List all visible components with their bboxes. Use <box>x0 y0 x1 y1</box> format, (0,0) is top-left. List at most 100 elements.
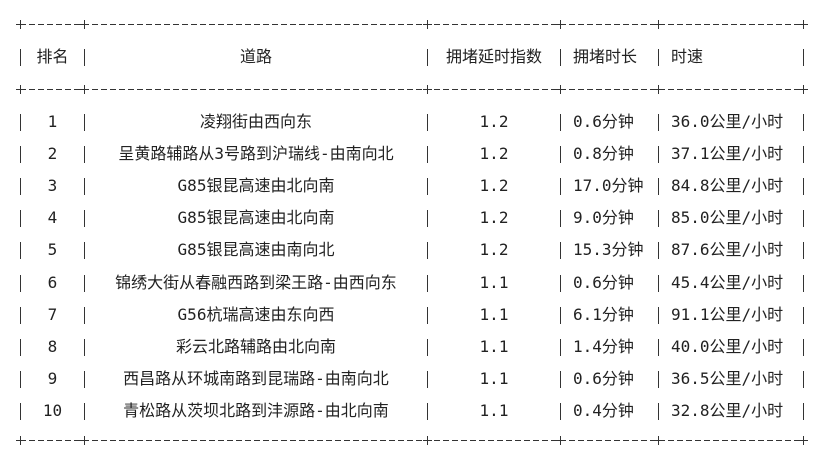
table-cell: G56杭瑞高速由东向西 <box>177 304 335 324</box>
column-separator <box>20 210 21 228</box>
table-cell: G85银昆高速由北向南 <box>177 176 335 196</box>
border-corner <box>799 436 808 445</box>
table-cell: 0.6分钟 <box>573 112 634 131</box>
column-separator <box>84 114 85 131</box>
table-cell: 0.6分钟 <box>573 272 634 292</box>
table-cell: 0.8分钟 <box>573 144 634 164</box>
column-separator <box>427 242 428 260</box>
column-separator <box>427 178 428 196</box>
table-cell: 5 <box>47 240 58 260</box>
table-cell: 青松路从茨坝北路到沣源路-由北向南 <box>123 400 389 420</box>
column-separator <box>803 210 804 228</box>
column-separator <box>658 114 659 131</box>
column-separator <box>803 178 804 196</box>
table-cell: 0.6分钟 <box>573 368 634 388</box>
table-cell: 1.2 <box>479 144 509 164</box>
column-separator <box>20 338 21 356</box>
column-separator <box>20 274 21 292</box>
table-cell: 1.2 <box>479 176 509 196</box>
table-cell: 0.4分钟 <box>573 400 634 420</box>
table-cell: 87.6公里/小时 <box>671 240 784 260</box>
border-corner <box>16 20 25 29</box>
border-corner <box>556 20 565 29</box>
column-separator <box>803 338 804 356</box>
column-separator <box>658 242 659 260</box>
table-cell: 1.1 <box>479 272 509 292</box>
column-separator <box>84 370 85 388</box>
table-cell: 1.1 <box>479 368 509 388</box>
column-separator <box>560 402 561 420</box>
column-separator <box>427 274 428 292</box>
table-cell: 1.2 <box>479 208 509 228</box>
column-separator <box>803 402 804 420</box>
table-border-line <box>20 89 805 90</box>
border-corner <box>16 85 25 94</box>
column-separator <box>427 146 428 164</box>
column-separator <box>20 49 21 66</box>
table-cell: 91.1公里/小时 <box>671 304 784 324</box>
column-separator <box>560 114 561 131</box>
border-corner <box>16 436 25 445</box>
table-cell: 1.4分钟 <box>573 336 634 356</box>
table-cell: G85银昆高速由南向北 <box>177 240 335 260</box>
column-separator <box>20 242 21 260</box>
table-cell: 1.1 <box>479 304 509 324</box>
border-corner <box>80 20 89 29</box>
table-cell: 9.0分钟 <box>573 208 634 228</box>
column-separator <box>560 242 561 260</box>
border-corner <box>80 85 89 94</box>
border-corner <box>80 436 89 445</box>
table-cell: 15.3分钟 <box>573 240 644 260</box>
column-separator <box>658 306 659 324</box>
border-corner <box>423 20 432 29</box>
table-cell: 1.1 <box>479 400 509 420</box>
table-cell: 37.1公里/小时 <box>671 144 784 164</box>
column-separator <box>658 49 659 66</box>
border-corner <box>654 85 663 94</box>
table-cell: 8 <box>47 336 58 356</box>
column-separator <box>560 338 561 356</box>
column-separator <box>560 306 561 324</box>
table-cell: 6.1分钟 <box>573 304 634 324</box>
table-cell: 17.0分钟 <box>573 176 644 196</box>
column-separator <box>658 274 659 292</box>
table-cell: 4 <box>47 208 58 228</box>
table-header-cell: 时速 <box>671 47 704 66</box>
column-separator <box>84 274 85 292</box>
table-cell: 1.2 <box>479 112 509 131</box>
table-cell: 西昌路从环城南路到昆瑞路-由南向北 <box>123 368 389 388</box>
column-separator <box>803 114 804 131</box>
column-separator <box>427 210 428 228</box>
column-separator <box>20 402 21 420</box>
table-cell: 45.4公里/小时 <box>671 272 784 292</box>
border-corner <box>423 85 432 94</box>
table-header-cell: 拥堵时长 <box>573 47 638 66</box>
table-cell: 36.0公里/小时 <box>671 112 784 131</box>
table-header-cell: 拥堵延时指数 <box>445 47 542 66</box>
table-cell: 7 <box>47 304 58 324</box>
column-separator <box>84 178 85 196</box>
column-separator <box>84 242 85 260</box>
column-separator <box>84 49 85 66</box>
column-separator <box>803 306 804 324</box>
column-separator <box>803 274 804 292</box>
column-separator <box>560 146 561 164</box>
table-border-line <box>20 440 805 441</box>
table-cell: 2 <box>47 144 58 164</box>
column-separator <box>560 370 561 388</box>
table-border-line <box>20 24 805 25</box>
column-separator <box>427 370 428 388</box>
table-cell: 85.0公里/小时 <box>671 208 784 228</box>
table-cell: 40.0公里/小时 <box>671 336 784 356</box>
table-cell: 锦绣大街从春融西路到梁王路-由西向东 <box>115 272 397 292</box>
column-separator <box>427 306 428 324</box>
column-separator <box>427 402 428 420</box>
table-cell: G85银昆高速由北向南 <box>177 208 335 228</box>
column-separator <box>803 146 804 164</box>
column-separator <box>658 178 659 196</box>
column-separator <box>803 370 804 388</box>
table-cell: 10 <box>42 400 63 420</box>
column-separator <box>427 338 428 356</box>
table-cell: 1.1 <box>479 336 509 356</box>
table-cell: 36.5公里/小时 <box>671 368 784 388</box>
